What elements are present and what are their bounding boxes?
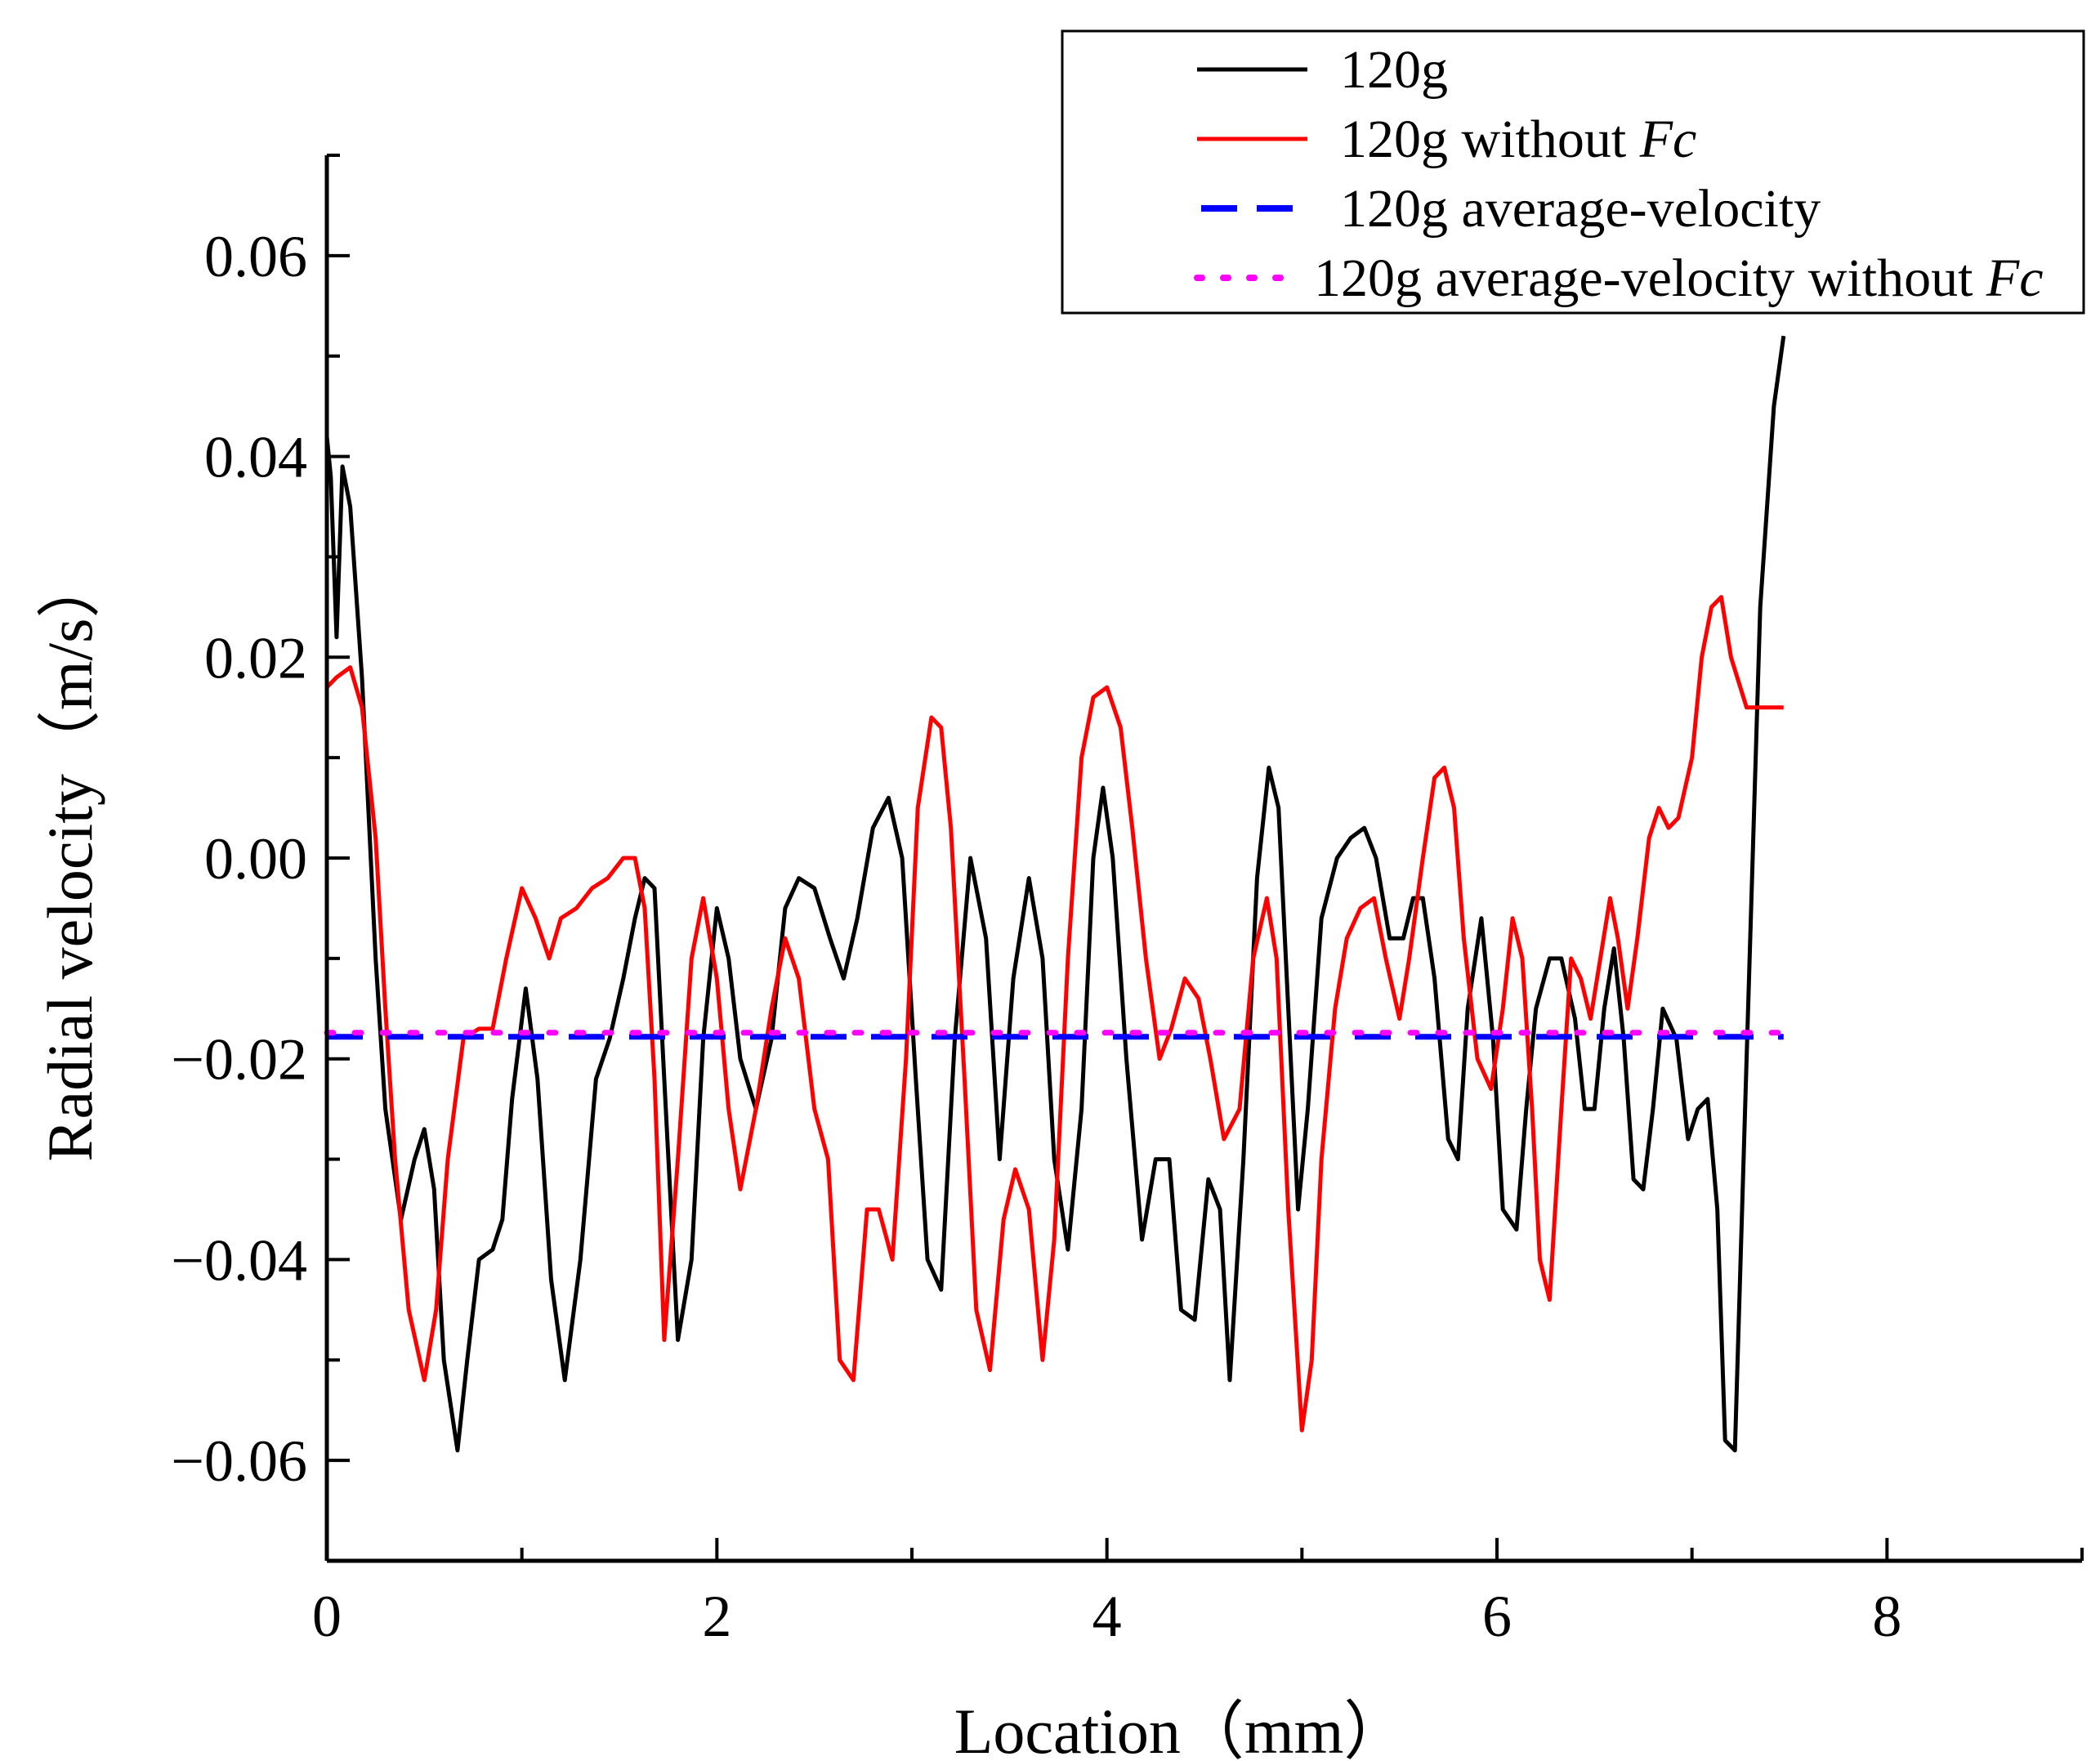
y-axis-title: Radial velocity（m/s）	[34, 554, 105, 1161]
series-line-1	[325, 595, 1784, 1432]
series-line-0	[324, 335, 1786, 1453]
legend-label-1: 120g without Fc	[1340, 110, 1696, 169]
y-tick-label: 0.06	[204, 224, 307, 289]
data-lines	[324, 335, 1787, 1453]
x-axis-title: Location（mm）	[954, 1696, 1408, 1761]
x-tick-label: 0	[312, 1584, 342, 1649]
legend-label-2: 120g average-velocity	[1340, 179, 1821, 239]
y-tick-label: −0.02	[171, 1027, 307, 1093]
plot-area: −0.06 −0.04 −0.02 0.00 0.02 0.04 0.06 0 2 4 6 8	[171, 154, 2084, 1649]
x-ticks: 0 2 4 6 8	[312, 1538, 2084, 1649]
y-ticks: −0.06 −0.04 −0.02 0.00 0.02 0.04 0.06	[171, 154, 350, 1562]
x-tick-label: 2	[702, 1584, 731, 1649]
y-tick-label: 0.00	[204, 826, 307, 892]
x-tick-label: 8	[1872, 1584, 1901, 1649]
x-tick-label: 6	[1482, 1584, 1512, 1649]
legend-box	[1061, 29, 2085, 315]
legend: 120g 120g without Fc 120g average-velocity…	[1061, 29, 2085, 315]
y-tick-label: −0.06	[171, 1428, 307, 1494]
y-tick-label: −0.04	[171, 1227, 307, 1293]
legend-label-3: 120g average-velocity without Fc	[1314, 248, 2044, 308]
y-tick-label: 0.04	[204, 425, 307, 490]
legend-label-0: 120g	[1340, 40, 1448, 100]
y-tick-label: 0.02	[204, 625, 307, 691]
x-tick-label: 4	[1092, 1584, 1122, 1649]
